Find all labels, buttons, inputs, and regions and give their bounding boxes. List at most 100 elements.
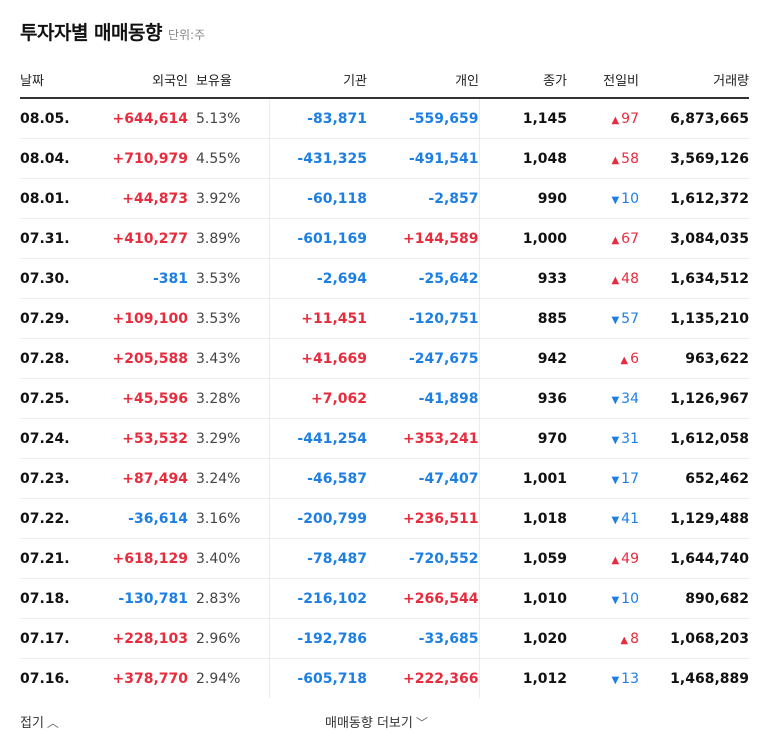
section-header: 투자자별 매매동향 단위:주 [20, 18, 205, 45]
change-value: 10 [621, 190, 639, 207]
date-cell: 07.23. [20, 458, 95, 499]
holding-cell: 5.13% [188, 98, 270, 139]
triangle-up-icon: ▲ [620, 634, 629, 646]
close-cell: 1,012 [522, 670, 567, 687]
foreign-cell: +378,770 [112, 670, 189, 687]
date-cell: 07.21. [20, 538, 95, 579]
foreign-cell: +205,588 [95, 338, 188, 379]
holding-cell: 3.43% [188, 338, 270, 379]
triangle-up-icon: ▲ [620, 354, 629, 366]
more-label: 매매동향 더보기 [325, 716, 413, 731]
date-cell: 08.04. [20, 138, 95, 179]
close-cell: 1,020 [479, 618, 567, 659]
individual-cell: -559,659 [367, 98, 480, 139]
change-cell: ▲ 48 [567, 258, 639, 299]
table-header-row: 날짜 외국인 보유율 기관 개인 종가 전일비 거래량 [20, 62, 749, 99]
table-row: 07.29. +109,100 3.53% +11,451 -120,751 885 ▼ 57… [20, 298, 749, 339]
date-cell: 07.25. [20, 378, 95, 419]
date-cell: 07.22. [20, 498, 95, 539]
holding-cell: 3.28% [188, 378, 270, 419]
institution-cell: -46,587 [269, 458, 367, 499]
holding-cell: 3.89% [188, 218, 270, 259]
date-cell: 08.05. [20, 98, 95, 139]
foreign-cell: +618,129 [95, 538, 188, 579]
foreign-cell: +710,979 [95, 138, 188, 179]
close-cell: 1,059 [479, 538, 567, 579]
date-cell: 07.16. [20, 670, 70, 687]
change-value: 31 [621, 430, 639, 447]
foreign-cell: +53,532 [95, 418, 188, 459]
individual-cell: -491,541 [367, 138, 480, 179]
volume-cell: 3,084,035 [639, 218, 749, 259]
change-cell: ▼ 57 [567, 298, 639, 339]
volume-cell: 3,569,126 [639, 138, 749, 179]
volume-cell: 890,682 [639, 578, 749, 619]
volume-cell: 1,468,889 [670, 670, 749, 687]
close-cell: 1,048 [479, 138, 567, 179]
change-cell: ▲ 6 [567, 338, 639, 379]
table-row: 07.25. +45,596 3.28% +7,062 -41,898 936 ▼ 34 1,1… [20, 378, 749, 419]
col-header-institution: 기관 [269, 62, 367, 99]
table-row: 07.18. -130,781 2.83% -216,102 +266,544 1,010… [20, 578, 749, 619]
volume-cell: 1,612,058 [639, 418, 749, 459]
holding-cell: 2.83% [188, 578, 270, 619]
date-cell: 07.17. [20, 618, 95, 659]
individual-cell: +222,366 [367, 658, 480, 698]
holding-cell: 2.96% [188, 618, 270, 659]
date-cell: 07.29. [20, 298, 95, 339]
institution-cell: -192,786 [269, 618, 367, 659]
institution-cell: -60,118 [269, 178, 367, 219]
close-cell: 942 [479, 338, 567, 379]
close-cell: 933 [479, 258, 567, 299]
date-cell: 07.24. [20, 418, 95, 459]
institution-cell: +41,669 [269, 338, 367, 379]
holding-cell: 3.53% [188, 258, 270, 299]
fold-button[interactable]: 접기 ︿ [20, 712, 59, 731]
foreign-cell: +109,100 [95, 298, 188, 339]
volume-cell: 652,462 [639, 458, 749, 499]
table-row: 07.16. +378,770 2.94% -605,718 +222,366 1,012… [20, 658, 749, 698]
institution-cell: +11,451 [269, 298, 367, 339]
table-row: 08.04. +710,979 4.55% -431,325 -491,541 1,048… [20, 138, 749, 179]
change-value: 97 [621, 110, 639, 127]
triangle-up-icon: ▲ [611, 554, 620, 566]
table-row: 07.22. -36,614 3.16% -200,799 +236,511 1,018 ▼… [20, 498, 749, 539]
holding-cell: 3.24% [188, 458, 270, 499]
holding-cell: 4.55% [188, 138, 270, 179]
change-value: 8 [630, 630, 639, 647]
triangle-up-icon: ▲ [611, 154, 620, 166]
triangle-down-icon: ▼ [611, 474, 620, 486]
volume-cell: 963,622 [639, 338, 749, 379]
individual-cell: -33,685 [367, 618, 480, 659]
change-value: 48 [621, 270, 639, 287]
volume-cell: 1,135,210 [639, 298, 749, 339]
foreign-cell: -381 [95, 258, 188, 299]
triangle-down-icon: ▼ [611, 194, 620, 206]
change-cell: ▼ 34 [567, 378, 639, 419]
table-row: 07.28. +205,588 3.43% +41,669 -247,675 942 ▲ 6 9… [20, 338, 749, 379]
change-value: 49 [621, 550, 639, 567]
more-trading-link[interactable]: 매매동향 더보기 ﹀ [325, 712, 428, 731]
table-row: 07.21. +618,129 3.40% -78,487 -720,552 1,059 ▲… [20, 538, 749, 579]
change-cell: ▲ 49 [567, 538, 639, 579]
table-row: 08.01. +44,873 3.92% -60,118 -2,857 990 ▼ 10 1,6… [20, 178, 749, 219]
institution-cell: -200,799 [269, 498, 367, 539]
institution-cell: -431,325 [269, 138, 367, 179]
table-row: 08.05. +644,614 5.13% -83,871 -559,659 1,145 ▲… [20, 98, 749, 139]
foreign-cell: +87,494 [95, 458, 188, 499]
individual-cell: -2,857 [367, 178, 480, 219]
change-cell: ▼ 17 [567, 458, 639, 499]
triangle-up-icon: ▲ [611, 234, 620, 246]
table-row: 07.31. +410,277 3.89% -601,169 +144,589 1,000… [20, 218, 749, 259]
institution-cell: -83,871 [269, 98, 367, 139]
triangle-down-icon: ▼ [611, 314, 620, 326]
change-cell: ▼ 10 [567, 178, 639, 219]
individual-cell: -120,751 [367, 298, 480, 339]
triangle-down-icon: ▼ [611, 434, 620, 446]
volume-cell: 1,644,740 [639, 538, 749, 579]
change-cell: ▲ 67 [567, 218, 639, 259]
holding-cell: 3.40% [188, 538, 270, 579]
change-value: 34 [621, 390, 639, 407]
col-header-individual: 개인 [367, 62, 479, 99]
date-cell: 07.31. [20, 218, 95, 259]
